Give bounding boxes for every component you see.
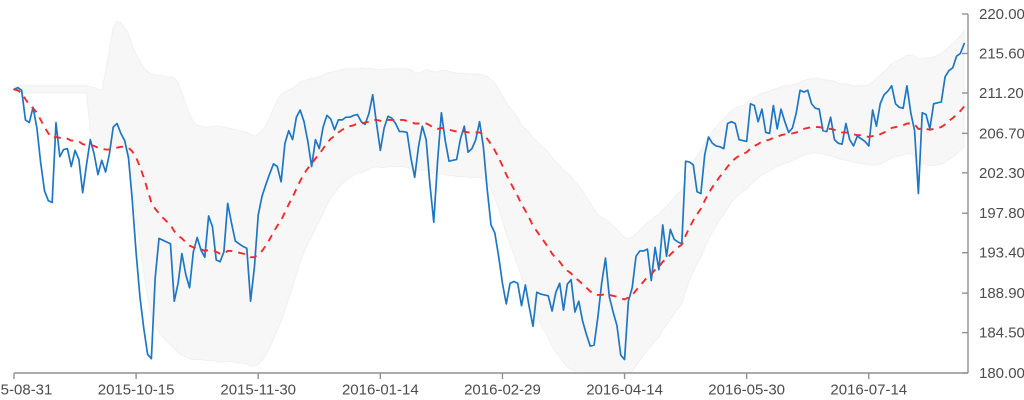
x-axis-tick-label: 2016-05-30 (708, 381, 785, 398)
x-axis-tick-label: 2016-02-29 (464, 381, 541, 398)
x-axis: 2015-08-31 2015-10-15 2015-11-30 2016-01-14… (0, 372, 968, 398)
x-axis-tick-label: 2015-10-15 (98, 381, 175, 398)
y-axis-tick-label: 188.90 (979, 285, 1024, 302)
plot-area (13, 20, 966, 374)
x-axis-tick-label: 2016-04-14 (586, 381, 663, 398)
y-axis-tick-label: 211.20 (979, 85, 1024, 102)
envelope-band (13, 20, 965, 374)
y-axis-tick-label: 184.50 (979, 325, 1024, 342)
y-axis-tick-label: 215.60 (979, 45, 1024, 62)
y-axis-tick-label: 220.00 (979, 6, 1024, 23)
x-axis-tick-label: 2016-07-14 (830, 381, 907, 398)
moving-average-series-line (13, 88, 965, 301)
y-axis-tick-label: 180.00 (979, 365, 1024, 382)
x-axis-tick-label: 2015-08-31 (0, 381, 52, 398)
x-axis-tick-label: 2016-01-14 (342, 381, 419, 398)
y-axis-tick-label: 202.30 (979, 165, 1024, 182)
price-series-line (13, 42, 966, 361)
y-axis: 220.00 215.60 211.20 206.70 202.30 197.80 193.… (962, 6, 1024, 382)
y-axis-tick-label: 197.80 (979, 205, 1024, 222)
y-axis-tick-label: 193.40 (979, 245, 1024, 262)
x-axis-tick-label: 2015-11-30 (220, 381, 296, 398)
y-axis-tick-label: 206.70 (979, 125, 1024, 142)
